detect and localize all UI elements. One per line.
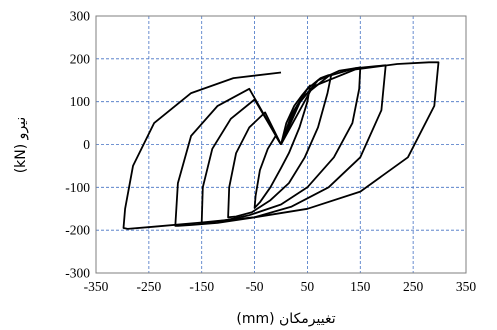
hysteresis-loop-line xyxy=(253,84,311,209)
y-tick-label: -300 xyxy=(65,266,90,281)
y-tick-label: 100 xyxy=(70,94,91,109)
y-tick-label: -200 xyxy=(65,223,90,238)
hysteresis-loop-line xyxy=(227,74,333,219)
x-tick-labels: -350 -250 -150 -50 50 150 250 350 xyxy=(84,279,477,294)
hysteresis-loop-line xyxy=(200,66,362,224)
y-tick-label: 0 xyxy=(83,137,90,152)
y-tick-labels: -300 -200 -100 0 100 200 300 xyxy=(65,9,90,281)
plot-frame xyxy=(95,15,467,274)
x-tick-label: -50 xyxy=(246,279,264,294)
grid-lines xyxy=(96,16,466,273)
y-tick-label: -100 xyxy=(65,180,90,195)
x-tick-label: -250 xyxy=(136,279,161,294)
x-tick-label: -350 xyxy=(84,279,109,294)
hysteresis-loop-line xyxy=(174,64,387,227)
hysteresis-loop-line xyxy=(122,61,440,230)
y-tick-label: 200 xyxy=(70,51,91,66)
y-tick-label: 300 xyxy=(70,9,91,24)
x-tick-label: 150 xyxy=(350,279,371,294)
x-tick-label: 250 xyxy=(403,279,424,294)
x-tick-label: -150 xyxy=(189,279,214,294)
x-tick-label: 50 xyxy=(301,279,315,294)
hysteresis-loops xyxy=(122,61,440,230)
y-axis-label: نیرو (kN) xyxy=(13,117,29,174)
x-tick-label: 350 xyxy=(456,279,477,294)
x-axis-label: تغییرمکان (mm) xyxy=(236,311,335,327)
